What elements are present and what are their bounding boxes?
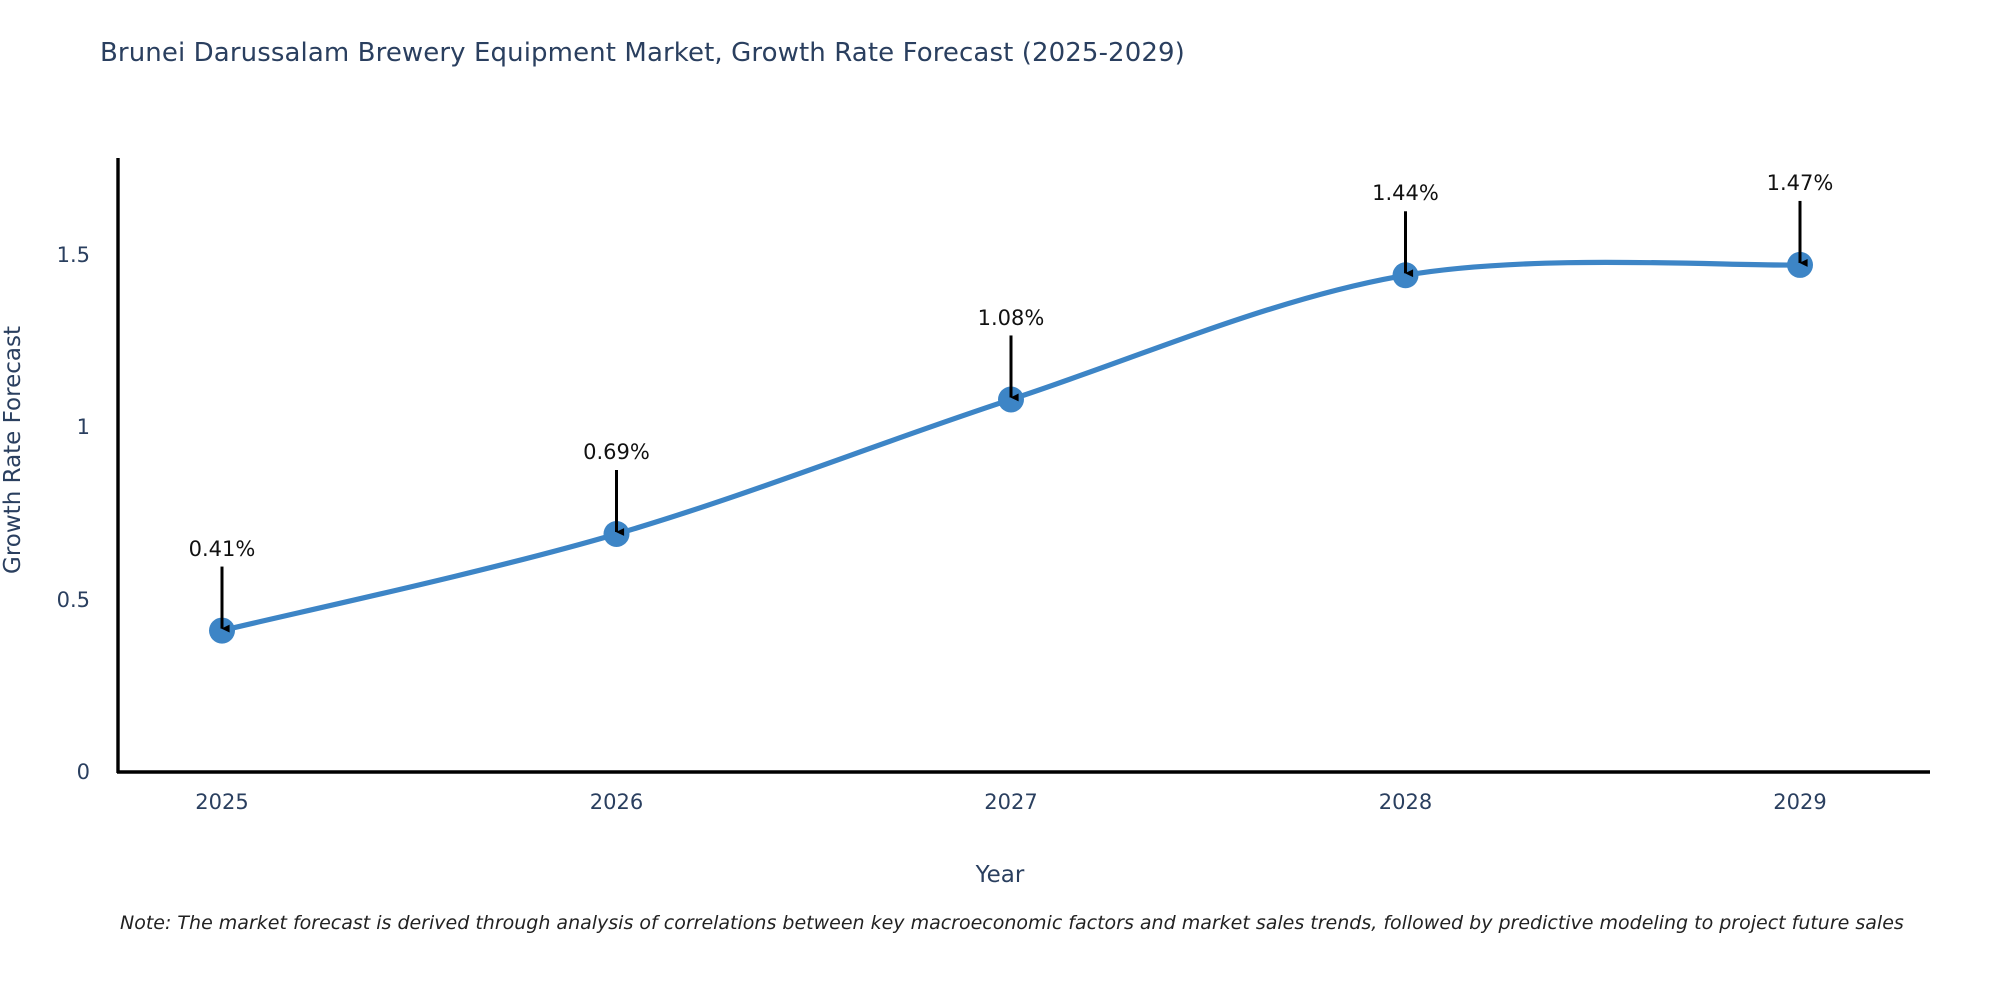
data-point-value-label: 0.69% xyxy=(583,440,650,464)
y-tick-label: 0 xyxy=(76,760,90,784)
x-tick-label: 2028 xyxy=(1378,790,1433,814)
chart-title: Brunei Darussalam Brewery Equipment Mark… xyxy=(100,38,1185,68)
annotation-arrows xyxy=(220,200,1808,633)
x-axis-title: Year xyxy=(975,862,1025,888)
data-point-value-label: 1.47% xyxy=(1766,170,1834,195)
chart-note: Note: The market forecast is derived thr… xyxy=(120,912,1904,934)
x-tick-label: 2025 xyxy=(195,790,249,814)
y-tick-label: 1.5 xyxy=(56,242,90,267)
data-point-value-label: 0.41% xyxy=(188,536,256,561)
x-tick-label: 2029 xyxy=(1773,790,1827,814)
x-tick-label: 2026 xyxy=(589,790,644,814)
data-point-value-label: 1.08% xyxy=(977,305,1045,330)
y-tick-label: 0.5 xyxy=(56,587,90,612)
data-point-value-label: 1.44% xyxy=(1372,181,1439,206)
x-tick-label: 2027 xyxy=(984,790,1038,814)
y-tick-label: 1 xyxy=(76,415,90,440)
